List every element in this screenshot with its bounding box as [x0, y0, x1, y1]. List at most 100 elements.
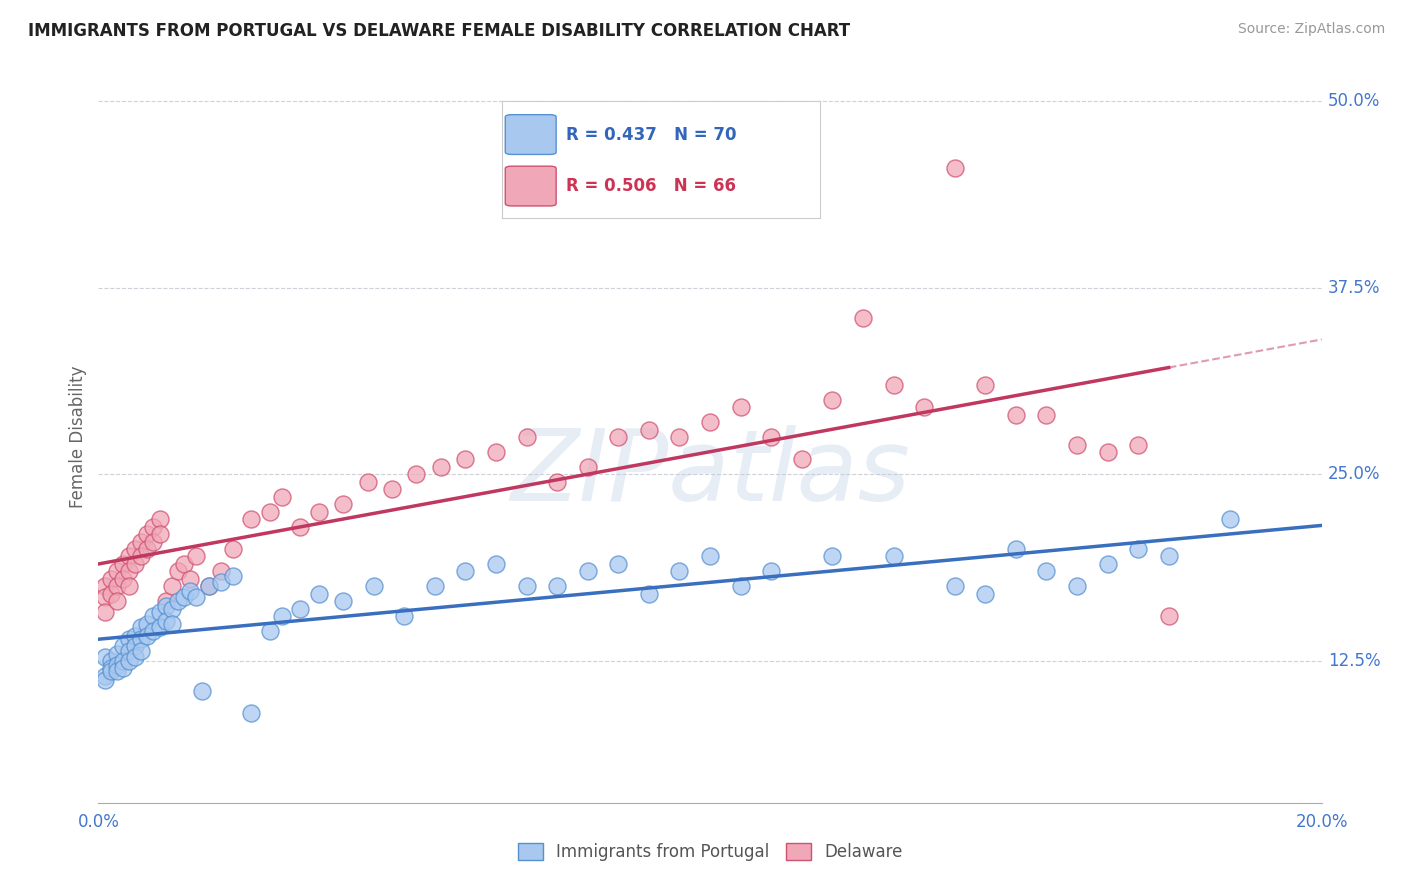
Point: [105, 658, 128, 673]
Point: [155, 594, 177, 608]
Point: [240, 512, 263, 526]
Point: [179, 572, 201, 586]
Point: [186, 549, 208, 564]
Point: [129, 643, 152, 657]
Point: [637, 423, 661, 437]
Point: [852, 310, 875, 325]
Point: [124, 649, 146, 664]
Point: [356, 475, 378, 489]
Point: [191, 683, 214, 698]
Point: [516, 430, 538, 444]
Text: 12.5%: 12.5%: [1327, 652, 1381, 670]
Point: [111, 557, 134, 571]
Text: ZIPatlas: ZIPatlas: [510, 425, 910, 522]
Point: [516, 579, 538, 593]
Point: [142, 624, 165, 639]
Point: [124, 542, 146, 557]
Point: [270, 490, 292, 504]
Point: [118, 632, 141, 646]
Point: [759, 430, 782, 444]
Point: [699, 549, 721, 564]
Text: 25.0%: 25.0%: [1327, 466, 1381, 483]
Point: [1004, 542, 1026, 557]
Point: [197, 579, 219, 593]
Point: [883, 549, 905, 564]
Point: [974, 377, 997, 392]
Text: 50.0%: 50.0%: [1327, 92, 1381, 111]
Point: [1066, 579, 1088, 593]
Point: [186, 590, 208, 604]
Point: [454, 452, 477, 467]
Point: [111, 654, 134, 668]
Text: 37.5%: 37.5%: [1327, 279, 1381, 297]
Point: [93, 649, 115, 664]
Point: [1035, 408, 1057, 422]
Point: [100, 572, 122, 586]
Point: [160, 601, 183, 615]
Point: [270, 609, 292, 624]
Point: [332, 497, 354, 511]
Point: [197, 579, 219, 593]
Point: [149, 605, 172, 619]
Point: [668, 565, 690, 579]
Point: [160, 616, 183, 631]
Point: [423, 579, 446, 593]
Y-axis label: Female Disability: Female Disability: [69, 366, 87, 508]
Point: [142, 609, 165, 624]
Point: [105, 665, 128, 679]
Point: [381, 483, 404, 497]
Point: [222, 542, 245, 557]
Point: [821, 392, 844, 407]
Point: [93, 669, 115, 683]
Point: [1128, 542, 1150, 557]
Point: [93, 579, 115, 593]
Point: [730, 579, 752, 593]
Point: [974, 587, 997, 601]
Point: [136, 616, 159, 631]
Point: [699, 415, 721, 429]
Point: [100, 587, 122, 601]
Point: [209, 574, 232, 589]
Point: [105, 647, 128, 661]
Point: [93, 590, 115, 604]
Point: [129, 632, 152, 646]
Point: [290, 519, 312, 533]
Point: [100, 661, 122, 675]
Point: [155, 599, 177, 613]
Point: [142, 534, 165, 549]
Point: [259, 624, 281, 639]
Point: [118, 643, 141, 657]
Point: [607, 430, 630, 444]
Point: [129, 549, 152, 564]
Point: [105, 565, 128, 579]
Point: [308, 505, 330, 519]
Point: [392, 609, 416, 624]
Point: [105, 579, 128, 593]
Point: [149, 527, 172, 541]
Point: [454, 565, 477, 579]
Point: [155, 614, 177, 628]
Point: [308, 587, 330, 601]
Legend: Immigrants from Portugal, Delaware: Immigrants from Portugal, Delaware: [510, 836, 910, 868]
Text: Source: ZipAtlas.com: Source: ZipAtlas.com: [1237, 22, 1385, 37]
Point: [637, 587, 661, 601]
Point: [943, 579, 966, 593]
Point: [1128, 437, 1150, 451]
Point: [290, 601, 312, 615]
Point: [167, 565, 190, 579]
Point: [1157, 609, 1180, 624]
Point: [173, 557, 195, 571]
Point: [485, 445, 508, 459]
Point: [730, 401, 752, 415]
Point: [759, 565, 782, 579]
Point: [100, 654, 122, 668]
Point: [259, 505, 281, 519]
Point: [1035, 565, 1057, 579]
Point: [546, 475, 568, 489]
Point: [1097, 445, 1119, 459]
Point: [105, 594, 128, 608]
Point: [943, 161, 966, 176]
Point: [111, 572, 134, 586]
Point: [546, 579, 568, 593]
Point: [124, 557, 146, 571]
